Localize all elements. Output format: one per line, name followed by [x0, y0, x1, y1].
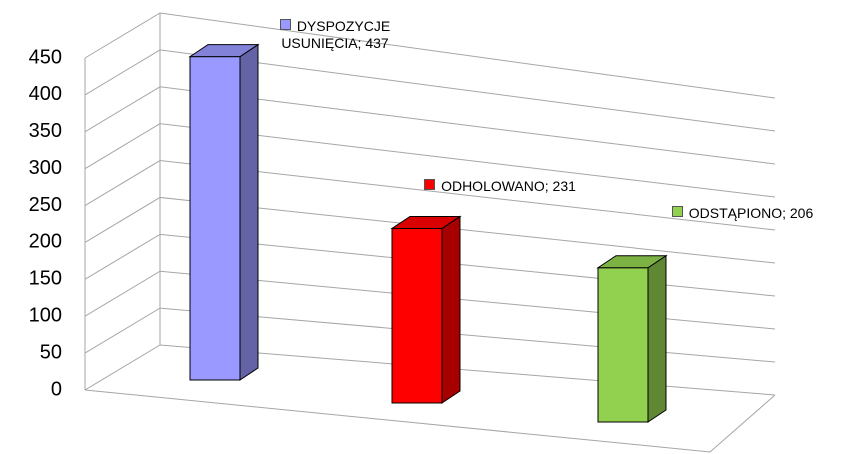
y-tick-label: 150: [29, 268, 62, 290]
floor-edge: [84, 389, 776, 453]
data-label-text: DYSPOZYCJE USUNIĘCIA; 437: [281, 18, 391, 51]
label-marker: [279, 19, 291, 30]
bar-top: [596, 255, 668, 269]
y-tick-label: 350: [29, 120, 62, 142]
bar-side: [647, 254, 667, 423]
bar-front: [189, 56, 241, 381]
data-label-text: ODHOLOWANO; 231: [441, 178, 576, 194]
bar-top: [188, 44, 260, 58]
bar-side: [441, 215, 461, 404]
data-label-text: ODSTĄPIONO; 206: [688, 205, 814, 221]
bar-front: [597, 267, 649, 423]
y-tick-label: 0: [51, 378, 62, 400]
data-label: ODSTĄPIONO; 206: [640, 205, 845, 222]
y-tick-label: 200: [29, 231, 62, 253]
y-tick-label: 50: [40, 341, 62, 363]
y-tick-label: 300: [29, 157, 62, 179]
data-label: DYSPOZYCJE USUNIĘCIA; 437: [250, 18, 420, 52]
data-label: ODHOLOWANO; 231: [400, 178, 600, 195]
y-tick-label: 100: [29, 305, 62, 327]
label-marker: [671, 206, 683, 217]
bar-top: [390, 215, 462, 229]
y-tick-label: 450: [29, 46, 62, 68]
y-tick-label: 250: [29, 194, 62, 216]
grid-line: [84, 86, 776, 165]
bar-front: [391, 227, 443, 404]
label-marker: [424, 179, 436, 190]
bar-side: [239, 43, 259, 381]
y-tick-label: 400: [29, 83, 62, 105]
